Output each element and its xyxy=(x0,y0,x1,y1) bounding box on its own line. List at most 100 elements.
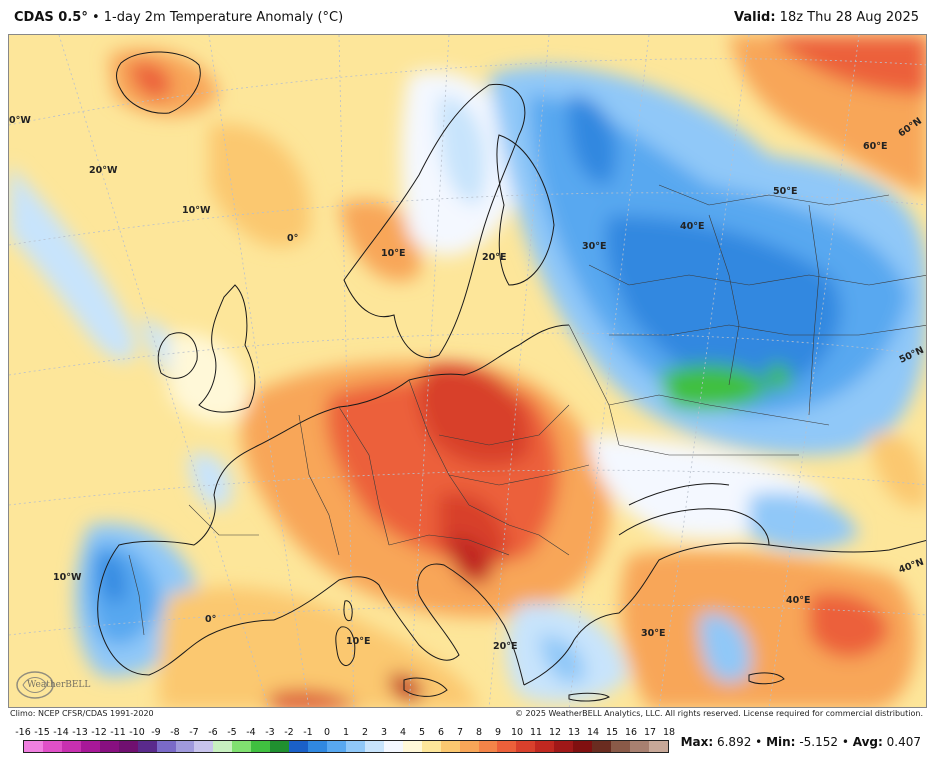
colorbar-tick-label: -9 xyxy=(151,727,161,738)
colorbar-cell xyxy=(383,741,403,752)
label-lon-0-bottom: 0° xyxy=(205,614,216,625)
colorbar-tick-label: 14 xyxy=(586,727,600,738)
colorbar-cell xyxy=(611,741,630,752)
colorbar-cell xyxy=(516,741,536,752)
colorbar-tick-label: 5 xyxy=(418,727,426,738)
label-lon-60e: 60°E xyxy=(863,141,887,152)
colorbar-cell xyxy=(118,741,138,752)
colorbar-cell xyxy=(459,741,479,752)
colorbar-tick-label: -15 xyxy=(34,727,50,738)
label-lon-20e: 20°E xyxy=(482,252,506,263)
colorbar-cell xyxy=(251,741,271,752)
anomaly-field xyxy=(9,35,926,707)
colorbar-tick-label: 16 xyxy=(624,727,638,738)
colorbar-tick-label: 0 xyxy=(323,727,331,738)
colorbar-cell xyxy=(497,741,517,752)
valid-time: Valid: 18z Thu 28 Aug 2025 xyxy=(734,10,919,25)
label-lon-40e: 40°E xyxy=(680,221,704,232)
colorbar-cell xyxy=(648,741,668,752)
colorbar-tick-label: 11 xyxy=(529,727,543,738)
label-lon-30e-bottom: 30°E xyxy=(641,628,665,639)
colorbar-tick-label: 7 xyxy=(456,727,464,738)
label-lon-30e: 30°E xyxy=(582,241,606,252)
colorbar-cell xyxy=(61,741,81,752)
colorbar-tick-label: 3 xyxy=(380,727,388,738)
colorbar-tick-label: -1 xyxy=(303,727,313,738)
colorbar-cell xyxy=(175,741,195,752)
colorbar-cell xyxy=(156,741,176,752)
colorbar-cell xyxy=(402,741,422,752)
colorbar-cell xyxy=(478,741,498,752)
colorbar-cell xyxy=(213,741,233,752)
map-svg: 0°W 20°W 10°W 0° 10°E 20°E 30°E 40°E 50°… xyxy=(9,35,926,707)
valid-time-value: 18z Thu 28 Aug 2025 xyxy=(779,10,919,25)
colorbar-cell xyxy=(270,741,290,752)
colorbar-tick-label: -13 xyxy=(72,727,88,738)
colorbar-tick-label: -7 xyxy=(189,727,199,738)
anomaly-map[interactable]: 0°W 20°W 10°W 0° 10°E 20°E 30°E 40°E 50°… xyxy=(8,34,927,708)
colorbar-tick-label: -8 xyxy=(170,727,180,738)
country-borders xyxy=(128,184,926,636)
map-title: CDAS 0.5° • 1-day 2m Temperature Anomaly… xyxy=(14,10,343,25)
label-lon-50e: 50°E xyxy=(773,186,797,197)
label-lon-10w: 10°W xyxy=(182,205,211,216)
colorbar-cell xyxy=(24,741,43,752)
model-degree: ° xyxy=(81,10,88,25)
colorbar-tick-label: 6 xyxy=(437,727,445,738)
colorbar-cell xyxy=(535,741,555,752)
max-label: Max: xyxy=(680,735,714,749)
colorbar-cell xyxy=(99,741,119,752)
label-lon-10e: 10°E xyxy=(381,248,405,259)
colorbar-cell xyxy=(630,741,649,752)
colorbar-tick-label: -3 xyxy=(265,727,275,738)
weatherbell-logo: WeatherBELL xyxy=(16,671,90,699)
colorbar-cell xyxy=(345,741,365,752)
climo-note: Climo: NCEP CFSR/CDAS 1991-2020 xyxy=(10,709,154,718)
stats-dot-1: • xyxy=(755,735,763,749)
copyright-note: © 2025 WeatherBELL Analytics, LLC. All r… xyxy=(515,709,923,718)
colorbar-cell xyxy=(232,741,252,752)
colorbar-cell xyxy=(194,741,214,752)
colorbar-tick-label: 10 xyxy=(510,727,524,738)
colorbar-tick-label: -10 xyxy=(129,727,145,738)
min-value: -5.152 xyxy=(799,735,838,749)
colorbar-tick-label: 8 xyxy=(475,727,483,738)
label-lon-20e-bottom: 20°E xyxy=(493,641,517,652)
label-lon-10e-bottom: 10°E xyxy=(346,636,370,647)
model-name: CDAS 0.5 xyxy=(14,10,82,25)
max-value: 6.892 xyxy=(716,735,752,749)
colorbar-cell xyxy=(42,741,62,752)
colorbar-tick-label: 1 xyxy=(342,727,350,738)
colorbar-tick-label: 9 xyxy=(494,727,502,738)
colorbar-cell xyxy=(327,741,346,752)
colorbar-cell xyxy=(308,741,327,752)
colorbar-tick-label: 15 xyxy=(605,727,619,738)
colorbar-cell xyxy=(80,741,100,752)
colorbar-tick-label: 12 xyxy=(548,727,562,738)
colorbar-tick-label: 4 xyxy=(399,727,407,738)
colorbar-tick-label: 13 xyxy=(567,727,581,738)
colorbar-cell xyxy=(137,741,157,752)
label-lon-10w-bottom: 10°W xyxy=(53,572,82,583)
colorbar-cell xyxy=(364,741,384,752)
colorbar xyxy=(23,740,669,753)
colorbar-cell xyxy=(573,741,593,752)
logo-text: WeatherBELL xyxy=(27,680,90,690)
map-subtitle: 1-day 2m Temperature Anomaly (°C) xyxy=(103,10,344,25)
colorbar-tick-label: -2 xyxy=(284,727,294,738)
colorbar-tick-label: -4 xyxy=(246,727,256,738)
label-lon-20w: 20°W xyxy=(89,165,118,176)
graticule xyxy=(9,35,926,707)
colorbar-tick-label: 18 xyxy=(662,727,676,738)
avg-value: 0.407 xyxy=(886,735,921,749)
coastlines xyxy=(97,51,926,702)
colorbar-cell xyxy=(421,741,441,752)
label-lon-40e-bottom: 40°E xyxy=(786,595,810,606)
colorbar-tick-label: -14 xyxy=(53,727,69,738)
avg-label: Avg: xyxy=(852,735,883,749)
colorbar-cell xyxy=(592,741,612,752)
colorbar-cell xyxy=(554,741,574,752)
colorbar-tick-label: -12 xyxy=(91,727,107,738)
valid-label: Valid: xyxy=(733,10,776,25)
label-lon-0w: 0°W xyxy=(9,115,31,126)
